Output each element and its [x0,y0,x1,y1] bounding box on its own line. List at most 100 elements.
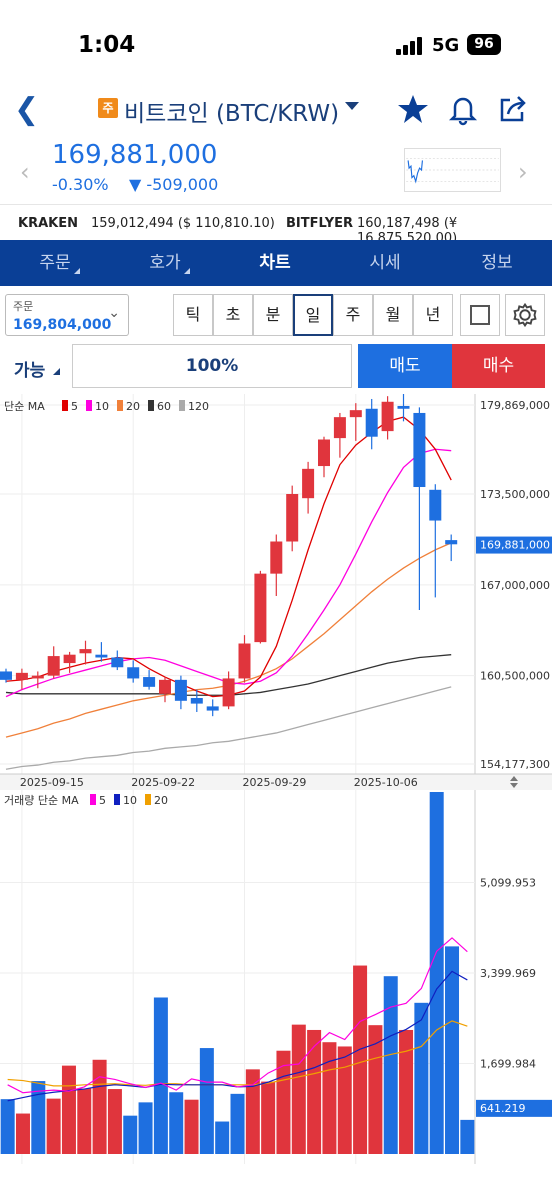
candle-body [0,671,12,680]
volume-bar [199,1048,214,1154]
candle-body [143,677,156,687]
candle-body [413,412,426,488]
candle-body [445,540,458,545]
price-chart[interactable]: 179,869,000 173,500,000 167,000,000 160,500… [0,394,552,1164]
exchange-prices: KRAKEN 159,012,494 ($ 110,810.10) BITFLY… [0,204,552,246]
gear-icon[interactable] [505,294,545,336]
volume-bar [368,1025,383,1154]
mini-chart[interactable] [404,148,501,192]
volume-bar [0,1099,15,1154]
candle-body [429,489,442,521]
candle-body [381,401,394,432]
candle [95,642,108,662]
candle-body [63,654,76,664]
legend-swatch-vma20 [145,794,151,805]
tab-label: 주문 [39,253,71,273]
volume-bar [429,792,444,1154]
period-second[interactable]: 초 [213,294,253,336]
percent-field[interactable]: 100% [72,344,352,388]
volume-bar [383,976,398,1154]
period-week[interactable]: 주 [333,294,373,336]
sell-button[interactable]: 매도 [358,344,452,388]
volume-bar [123,1115,138,1154]
prev-coin-chevron-icon[interactable]: ‹ [20,158,30,186]
date-tick-label: 2025-09-29 [243,776,307,789]
legend-item-vma5: 5 [99,794,106,807]
tab-orderbook[interactable]: 호가 [110,240,220,286]
candle-body [302,468,315,499]
order-price-select[interactable]: 주문 169,804,000 ⌄ [5,294,129,336]
volume-bar [460,1119,475,1154]
date-axis-bar [0,774,552,790]
current-price-label: 169,881,000 [480,539,550,552]
tab-bar: 주문 호가 차트 시세 정보 [0,240,552,286]
ma120-line [5,686,452,770]
candle [31,671,44,689]
volume-tick-label: 5,099.953 [480,877,536,890]
share-icon[interactable] [496,92,530,126]
tab-label: 시세 [369,253,401,273]
legend-swatch-vma10 [114,794,120,805]
candle-body [111,657,124,668]
expand-down-icon [510,783,518,788]
vma20-line [7,1020,468,1087]
volume-bar [276,1050,291,1154]
volume-bar [353,965,368,1154]
candle [445,534,458,562]
page-title[interactable]: 비트코인 (BTC/KRW) [124,101,340,127]
period-year[interactable]: 년 [413,294,453,336]
candle [270,534,283,597]
volume-bar [107,1089,122,1154]
period-day[interactable]: 일 [293,294,333,336]
exchange-name: BITFLYER [286,216,354,231]
exchange-value: 159,012,494 ($ 110,810.10) [91,216,275,231]
current-volume-label: 641.219 [480,1102,526,1115]
period-minute[interactable]: 분 [253,294,293,336]
tab-info[interactable]: 정보 [442,240,552,286]
price-summary: ‹ 169,881,000 -0.30% ▼ -509,000 › [0,138,552,198]
candle [365,398,378,450]
vma5-line [7,937,468,1094]
star-icon[interactable] [396,92,430,126]
volume-bar [337,1046,352,1154]
candle [381,396,394,440]
tab-order[interactable]: 주문 [0,240,110,286]
next-coin-chevron-icon[interactable]: › [518,158,528,186]
buy-button[interactable]: 매수 [452,344,545,388]
candle [47,646,60,679]
header: ❮ 주 비트코인 (BTC/KRW) [0,90,552,130]
legend-swatch-ma10 [86,400,92,411]
price-tick-label: 154,177,300 [480,758,550,771]
candle [286,485,299,552]
candle-body [318,439,330,467]
candle [0,668,12,683]
fullscreen-button[interactable] [460,294,500,336]
tab-market[interactable]: 시세 [330,240,440,286]
volume-bar [15,1113,30,1154]
volume-legend-label: 거래량 단순 MA [4,794,79,807]
candle-body [190,698,203,704]
candle [206,699,219,717]
volume-tick-label: 3,399.969 [480,967,536,980]
candle-body [397,405,410,409]
date-tick-label: 2025-10-06 [354,776,418,789]
candle-body [349,410,362,418]
period-tick[interactable]: 틱 [173,294,213,336]
candle [63,651,76,673]
tab-chart[interactable]: 차트 [220,240,330,286]
chevron-down-icon[interactable] [345,102,359,110]
volume-bar [169,1092,184,1154]
available-label[interactable]: 가능 [14,361,46,381]
vma10-line [7,970,468,1102]
legend-swatch-ma60 [148,400,154,411]
candle-body [254,573,267,643]
bell-icon[interactable] [446,92,480,126]
candle-body [15,672,28,680]
candle [222,671,235,710]
volume-bar [245,1069,260,1154]
chevron-down-icon: ⌄ [108,305,120,321]
back-button[interactable]: ❮ [14,92,40,127]
candle [254,570,267,644]
legend-item-ma120: 120 [188,400,209,413]
period-month[interactable]: 월 [373,294,413,336]
